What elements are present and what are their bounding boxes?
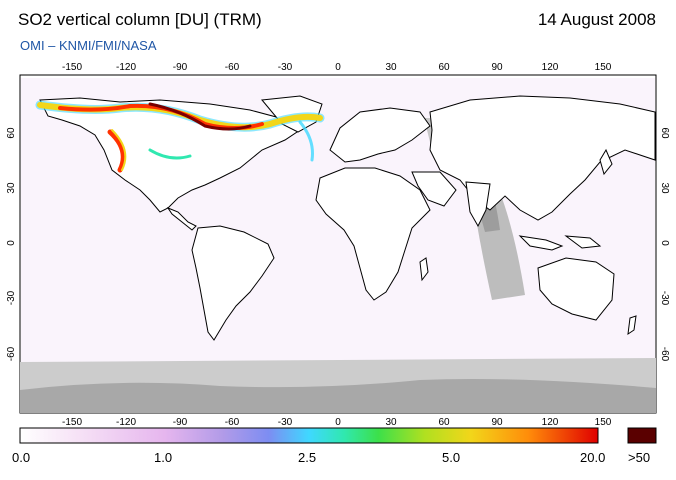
colorbar-label: 0.0 <box>12 450 31 465</box>
colorbar-label: 20.0 <box>580 450 606 465</box>
lon-tick: 150 <box>595 417 612 428</box>
colorbar <box>19 427 599 444</box>
so2-plume <box>35 100 325 173</box>
lon-tick: 60 <box>438 417 450 428</box>
lon-tick: -90 <box>173 62 188 73</box>
lon-tick: -120 <box>116 62 136 73</box>
colorbar-label: 5.0 <box>442 450 461 465</box>
lat-tick: 60 <box>659 127 670 139</box>
lat-tick: 30 <box>659 182 670 194</box>
page-title: SO2 vertical column [DU] (TRM) <box>18 10 262 29</box>
lon-tick: 60 <box>438 62 450 73</box>
lat-tick: -60 <box>659 347 670 362</box>
lon-tick: 30 <box>385 62 397 73</box>
colorbar-label: 1.0 <box>154 450 173 465</box>
lon-tick: 150 <box>595 62 612 73</box>
colorbar-overflow-label: >50 <box>628 450 651 465</box>
lat-tick: 60 <box>6 127 17 139</box>
lon-tick: -150 <box>62 62 82 73</box>
lon-tick: -60 <box>225 62 240 73</box>
lon-tick: 30 <box>385 417 397 428</box>
lon-tick: 90 <box>491 62 503 73</box>
lon-tick: -60 <box>225 417 240 428</box>
colorbar-overflow <box>627 427 657 444</box>
lat-tick: 30 <box>6 182 17 194</box>
lon-tick: 0 <box>335 417 341 428</box>
date-label: 14 August 2008 <box>537 10 656 29</box>
lon-tick: 120 <box>542 417 559 428</box>
lon-tick: -30 <box>278 62 293 73</box>
longitude-ticks-bottom: -150 -120 -90 -60 -30 0 30 60 90 120 150 <box>62 417 612 428</box>
lon-tick: 90 <box>491 417 503 428</box>
lat-tick: -30 <box>6 290 17 305</box>
lon-tick: 0 <box>335 62 341 73</box>
lon-tick: -90 <box>173 417 188 428</box>
lat-tick: 0 <box>659 240 670 246</box>
colorbar-label: 2.5 <box>298 450 317 465</box>
lat-tick: -60 <box>6 346 17 361</box>
lat-tick: 0 <box>6 240 17 246</box>
lon-tick: -120 <box>116 417 136 428</box>
lon-tick: -30 <box>278 417 293 428</box>
latitude-ticks-right: 60 30 0 -30 -60 <box>659 127 670 361</box>
antarctica <box>20 379 656 413</box>
longitude-ticks-top: -150 -120 -90 -60 -30 0 30 60 90 120 150 <box>62 62 612 73</box>
latitude-ticks-left: 60 30 0 -30 -60 <box>6 127 17 361</box>
source-credit: OMI – KNMI/FMI/NASA <box>20 38 157 53</box>
lat-tick: -30 <box>659 291 670 306</box>
lon-tick: -150 <box>62 417 82 428</box>
lon-tick: 120 <box>542 62 559 73</box>
